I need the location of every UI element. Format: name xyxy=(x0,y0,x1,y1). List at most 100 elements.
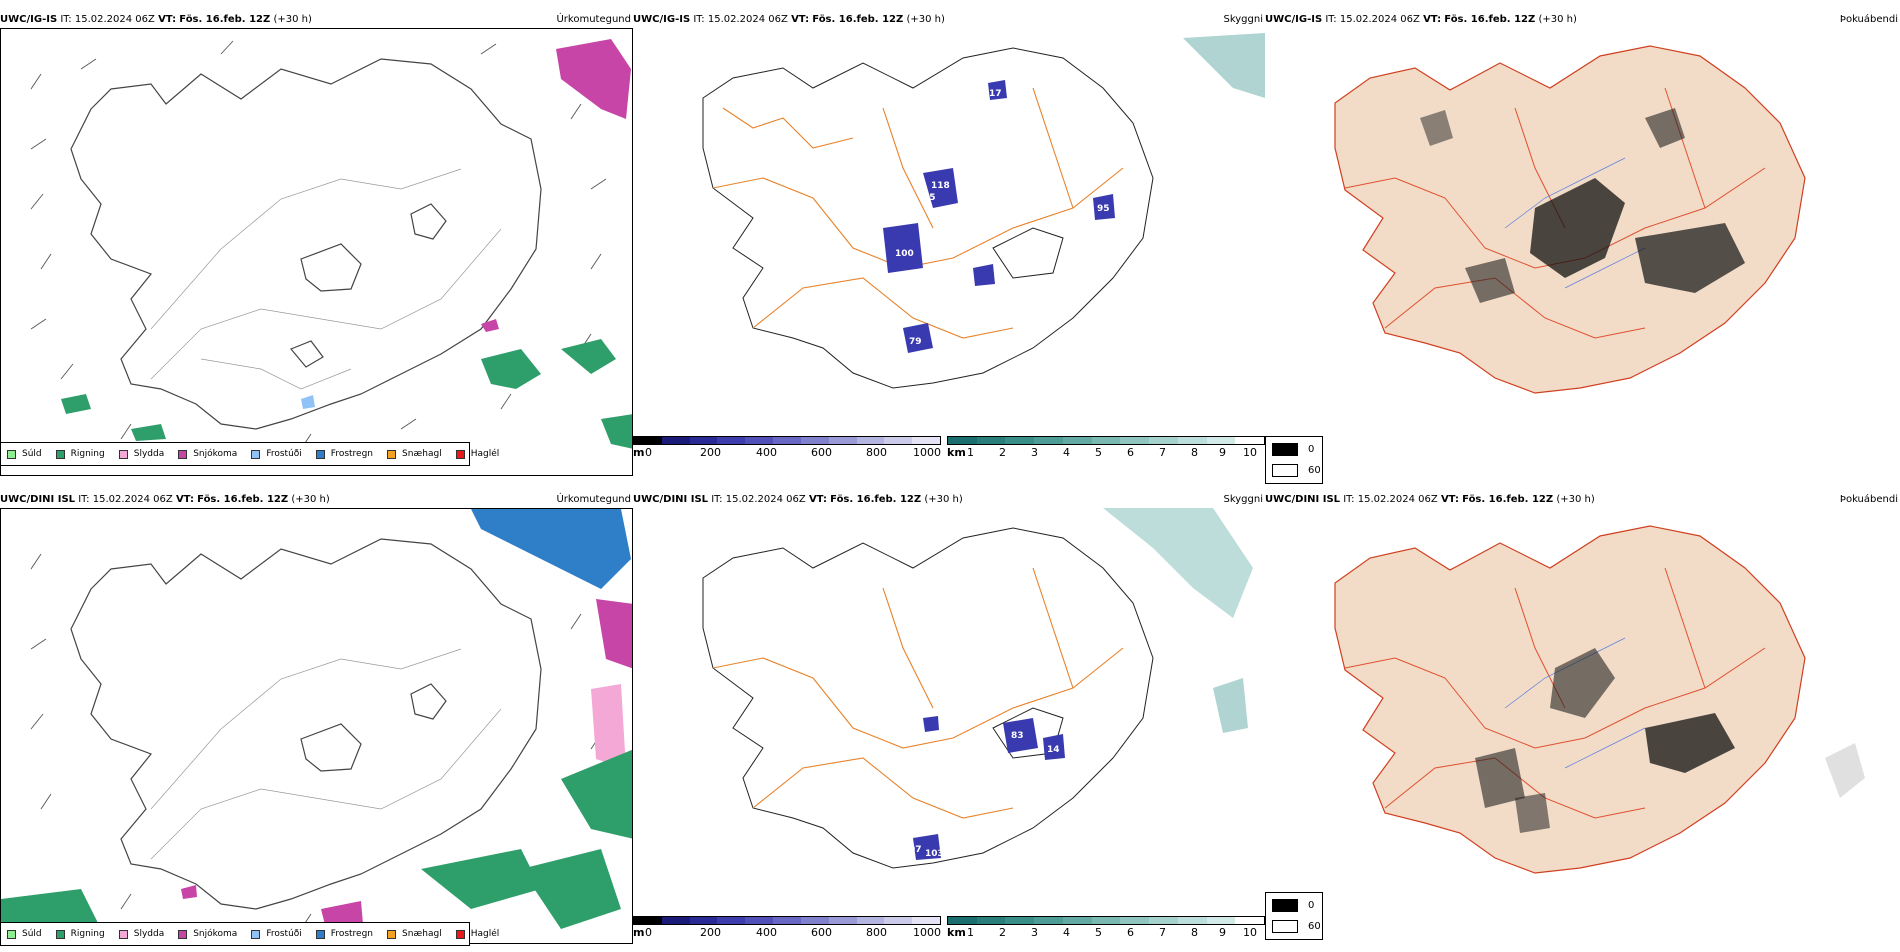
vis-tick: 6 xyxy=(1127,926,1134,939)
precip-patches xyxy=(1,509,632,943)
legend-label: Frostregn xyxy=(330,929,374,939)
vis-tick: 6 xyxy=(1127,446,1134,459)
vis-tick: 2 xyxy=(999,446,1006,459)
vis-tick: 4 xyxy=(1063,926,1070,939)
vis-tick: 5 xyxy=(1095,926,1102,939)
height-scale: m 0 200 400 600 800 1000 xyxy=(633,916,945,952)
cloud-label: 83 xyxy=(1011,731,1024,741)
cloud-label: 79 xyxy=(909,337,922,347)
legend-swatch xyxy=(118,449,128,459)
precip-panel-1: UWC/IG-IS IT: 15.02.2024 06Z VT: Fös. 16… xyxy=(0,12,633,476)
height-unit: m xyxy=(633,926,645,939)
model-name: UWC/DINI ISL xyxy=(633,494,709,505)
fog-legend-item: 60 xyxy=(1272,464,1321,477)
height-tick: 1000 xyxy=(913,446,941,459)
legend-label: Haglél xyxy=(470,449,500,459)
legend-swatch xyxy=(455,929,465,939)
fog-swatch xyxy=(1272,464,1298,477)
fog-legend-label: 0 xyxy=(1308,444,1315,455)
vis-tick: 1 xyxy=(967,446,974,459)
it-label: IT: xyxy=(693,14,705,25)
legend-swatch xyxy=(178,929,188,939)
vt-value: Fös. 16.feb. 12Z xyxy=(830,494,922,505)
legend-label: Rigning xyxy=(70,929,105,939)
cloud-label: 05 xyxy=(923,193,936,203)
it-value: 15.02.2024 06Z xyxy=(707,14,788,25)
legend-item: Rigning xyxy=(55,929,105,939)
legend-item: Súld xyxy=(7,449,42,459)
fog-legend: 0 60 xyxy=(1265,436,1323,484)
panel-header: UWC/DINI ISL IT: 15.02.2024 06Z VT: Fös.… xyxy=(633,492,1265,508)
legend-label: Rigning xyxy=(70,449,105,459)
legend-swatch xyxy=(118,929,128,939)
fog-map xyxy=(1265,28,1900,448)
fog-legend-item: 0 xyxy=(1272,443,1314,456)
vis-tick: 8 xyxy=(1191,926,1198,939)
height-patches xyxy=(913,716,1065,860)
vis-tick: 10 xyxy=(1243,926,1257,939)
height-tick: 600 xyxy=(811,446,832,459)
fog-map xyxy=(1265,508,1900,928)
legend-item: Frostúði xyxy=(251,449,302,459)
legend-swatch xyxy=(251,929,261,939)
roads xyxy=(1344,87,1766,339)
legend-swatch xyxy=(455,449,465,459)
height-tick: 600 xyxy=(811,926,832,939)
cloud-label: 07 xyxy=(909,845,922,855)
cloud-label: 14 xyxy=(1047,745,1060,755)
rivers xyxy=(1504,157,1646,289)
model-name: UWC/IG-IS xyxy=(0,14,58,25)
legend-item: Frostúði xyxy=(251,929,302,939)
legend-label: Frostregn xyxy=(330,449,374,459)
fog-patches xyxy=(1475,648,1735,833)
cloud-label: 103 xyxy=(925,849,944,859)
height-scale: m 0 200 400 600 800 1000 xyxy=(633,436,945,472)
vt-label: VT: xyxy=(791,14,810,25)
vis-tick: 3 xyxy=(1031,446,1038,459)
roads xyxy=(712,567,1124,819)
height-tick: 800 xyxy=(866,446,887,459)
visibility-unit: km xyxy=(947,446,966,459)
model-name: UWC/IG-IS xyxy=(1265,14,1323,25)
legend-item: Snæhagl xyxy=(387,929,442,939)
legend-swatch xyxy=(7,449,16,459)
height-tick: 400 xyxy=(756,926,777,939)
visibility-scale: km 1 2 3 4 5 6 7 8 9 10 xyxy=(947,916,1265,952)
fog-legend: 0 60 xyxy=(1265,892,1323,940)
wind-barbs xyxy=(30,40,607,460)
height-tick: 0 xyxy=(645,926,652,939)
cloud-panel-1: UWC/IG-IS IT: 15.02.2024 06Z VT: Fös. 16… xyxy=(633,12,1265,464)
vt-value: Fös. 16.feb. 12Z xyxy=(1444,14,1536,25)
precip-legend: Súld Rigning Slydda Snjókoma Frostúði Fr… xyxy=(0,922,499,946)
fog-legend-item: 0 xyxy=(1272,899,1314,912)
it-value: 15.02.2024 06Z xyxy=(74,14,155,25)
cloud-panel-2: UWC/DINI ISL IT: 15.02.2024 06Z VT: Fös.… xyxy=(633,492,1265,944)
legend-label: Slydda xyxy=(133,929,165,939)
vis-tick: 8 xyxy=(1191,446,1198,459)
model-name: UWC/IG-IS xyxy=(633,14,691,25)
panel-title: Þokuábendi xyxy=(1839,14,1898,25)
visibility-colorbar xyxy=(947,436,1265,445)
cloud-label: 95 xyxy=(1097,204,1110,214)
legend-swatch xyxy=(315,449,325,459)
it-label: IT: xyxy=(1343,494,1355,505)
legend-label: Snjókoma xyxy=(193,929,238,939)
roads xyxy=(150,168,502,390)
vt-value: Fös. 16.feb. 12Z xyxy=(197,494,289,505)
legend-label: Súld xyxy=(22,929,42,939)
legend-item: Súld xyxy=(7,929,42,939)
cloud-labels: 83 14 07 103 xyxy=(909,731,1060,859)
lead-time: (+30 h) xyxy=(906,14,945,25)
panel-header: UWC/DINI ISL IT: 15.02.2024 06Z VT: Fös.… xyxy=(0,492,633,508)
legend-item: Frostregn xyxy=(315,449,374,459)
fog-legend-item: 60 xyxy=(1272,920,1321,933)
panel-header: UWC/DINI ISL IT: 15.02.2024 06Z VT: Fös.… xyxy=(1265,492,1900,508)
height-tick: 800 xyxy=(866,926,887,939)
vis-tick: 9 xyxy=(1219,446,1226,459)
vis-tick: 4 xyxy=(1063,446,1070,459)
fog-legend-label: 60 xyxy=(1308,921,1321,932)
visibility-scale: km 1 2 3 4 5 6 7 8 9 10 xyxy=(947,436,1265,472)
fog-legend-label: 0 xyxy=(1308,900,1315,911)
vis-tick: 9 xyxy=(1219,926,1226,939)
legend-swatch xyxy=(387,449,397,459)
